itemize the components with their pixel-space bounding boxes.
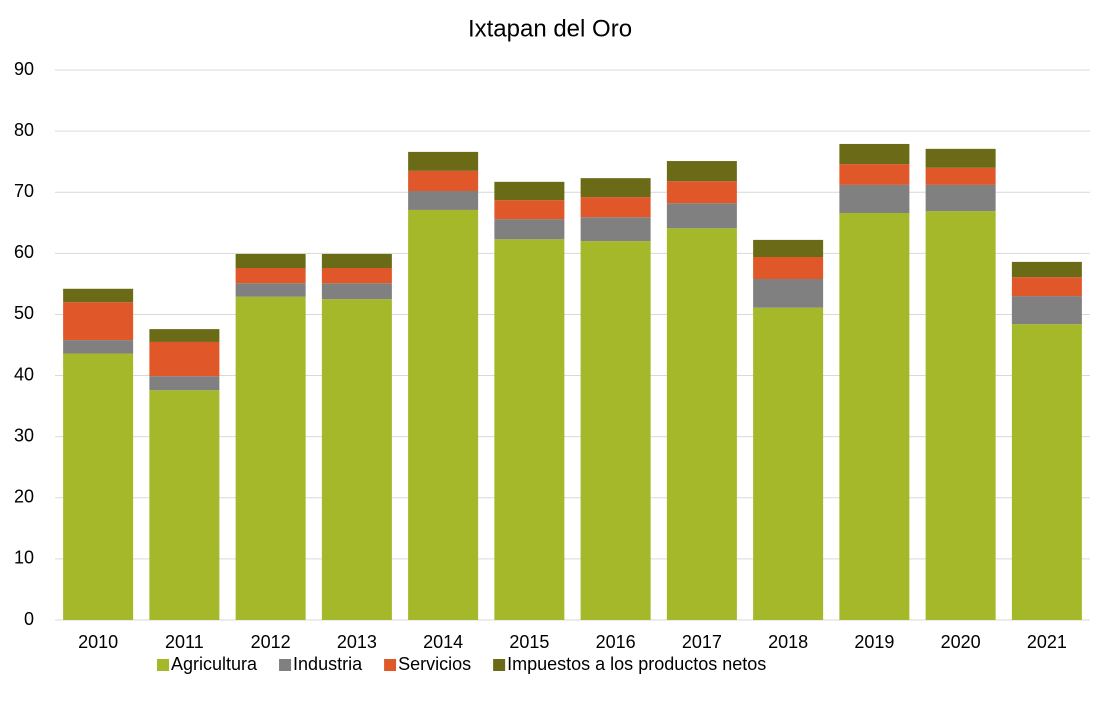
y-tick-label: 90	[14, 59, 34, 79]
x-tick-label: 2020	[941, 632, 981, 652]
y-tick-label: 50	[14, 303, 34, 323]
bar-segment	[408, 191, 479, 210]
y-tick-label: 70	[14, 181, 34, 201]
x-tick-label: 2017	[682, 632, 722, 652]
bar-segment	[149, 329, 220, 342]
bar-segment	[753, 257, 824, 279]
x-tick-label: 2015	[509, 632, 549, 652]
legend-label: Industria	[293, 654, 363, 674]
bar-segment	[666, 203, 737, 229]
bar-segment	[1011, 277, 1082, 297]
bar-segment	[839, 143, 910, 165]
bar-segment	[494, 181, 565, 201]
bar-segment	[1011, 296, 1082, 325]
bar-segment	[235, 268, 306, 284]
bar-segment	[580, 178, 651, 198]
bar-segment	[839, 164, 910, 185]
bar-segment	[753, 307, 824, 620]
bar-segment	[408, 151, 479, 171]
bar-segment	[494, 239, 565, 620]
x-tick-label: 2011	[165, 632, 204, 652]
bar-segment	[839, 213, 910, 620]
y-tick-label: 80	[14, 120, 34, 140]
bar-segment	[494, 219, 565, 240]
bar-segment	[925, 211, 996, 620]
x-tick-label: 2010	[78, 632, 118, 652]
bar-segment	[235, 283, 306, 297]
bar-segment	[1011, 324, 1082, 620]
bar-segment	[63, 302, 134, 341]
bar-segment	[666, 161, 737, 182]
x-tick-label: 2014	[423, 632, 463, 652]
bar-segment	[666, 181, 737, 204]
legend-swatch	[157, 659, 169, 671]
x-tick-label: 2021	[1027, 632, 1067, 652]
bar-segment	[321, 299, 392, 620]
x-tick-label: 2012	[251, 632, 291, 652]
bar-segment	[321, 253, 392, 268]
bar-segment	[1011, 261, 1082, 278]
x-tick-label: 2013	[337, 632, 377, 652]
bar-segment	[494, 200, 565, 220]
bar-segment	[666, 228, 737, 620]
y-tick-label: 10	[14, 548, 34, 568]
legend-swatch	[384, 659, 397, 671]
legend-label: Impuestos a los productos netos	[507, 654, 766, 674]
bar-segment	[408, 170, 479, 191]
legend-label: Agricultura	[171, 654, 258, 674]
bar-segment	[235, 296, 306, 620]
x-tick-label: 2019	[854, 632, 894, 652]
y-tick-label: 40	[14, 364, 34, 384]
bar-segment	[149, 341, 220, 377]
legend-swatch	[493, 659, 506, 671]
bar-segment	[925, 184, 996, 212]
legend-swatch	[279, 659, 292, 671]
y-tick-label: 60	[14, 242, 34, 262]
bar-segment	[235, 253, 306, 268]
x-tick-label: 2016	[596, 632, 636, 652]
bar-segment	[63, 288, 134, 303]
y-tick-label: 0	[24, 609, 34, 629]
chart-title: Ixtapan del Oro	[468, 15, 632, 42]
bar-segment	[753, 279, 824, 308]
bar-segment	[753, 239, 824, 257]
bar-segment	[580, 241, 651, 620]
bar-segment	[580, 197, 651, 218]
bar-segment	[925, 148, 996, 168]
bar-segment	[580, 217, 651, 242]
y-tick-label: 30	[14, 425, 34, 445]
bar-segment	[839, 184, 910, 213]
bar-segment	[321, 268, 392, 284]
legend-label: Servicios	[398, 654, 471, 674]
y-tick-label: 20	[14, 487, 34, 507]
x-tick-label: 2018	[768, 632, 808, 652]
bar-segment	[925, 167, 996, 185]
bar-segment	[321, 283, 392, 300]
bar-segment	[408, 209, 479, 620]
bar-segment	[63, 340, 134, 354]
bar-segment	[149, 376, 220, 391]
bar-segment	[149, 390, 220, 620]
bar-segment	[63, 353, 134, 620]
